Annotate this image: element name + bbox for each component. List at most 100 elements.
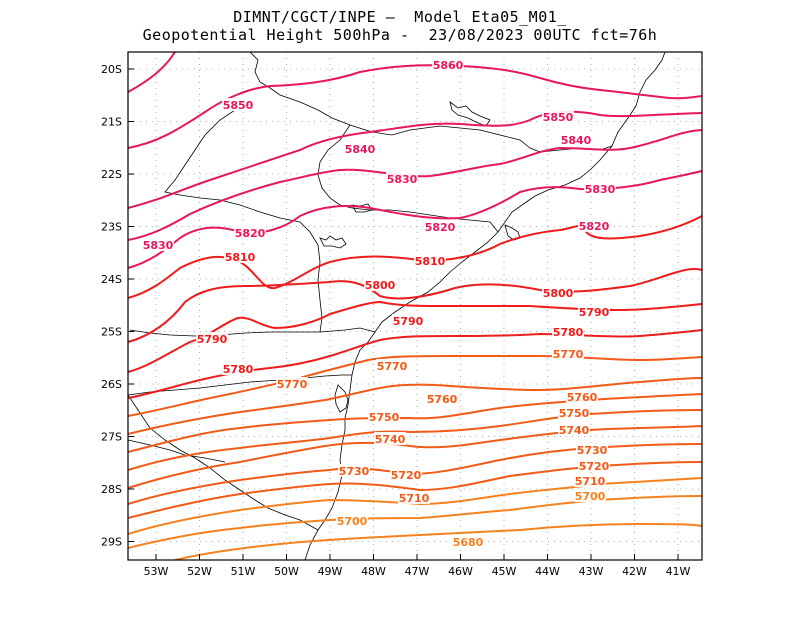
contour-label-5840: 5840 — [561, 134, 592, 147]
lon-tick-label: 48W — [361, 565, 386, 578]
contour-label-bg — [552, 347, 584, 360]
contour-label-5700: 5700 — [337, 515, 368, 528]
contour-label-bg — [424, 220, 456, 233]
contour-5750 — [127, 393, 703, 453]
contour-label-bg — [574, 489, 606, 502]
contour-label-5850: 5850 — [543, 111, 574, 124]
contour-lines — [127, 51, 703, 561]
contour-label-5700: 5700 — [575, 490, 606, 503]
lat-tick-label: 26S — [101, 378, 122, 391]
contour-label-bg — [576, 443, 608, 456]
contour-5860 — [127, 51, 176, 93]
contour-5840 — [127, 110, 703, 209]
contour-label-5780: 5780 — [223, 363, 254, 376]
contour-label-5780: 5780 — [553, 326, 584, 339]
contour-label-bg — [374, 432, 406, 445]
contour-label-5710: 5710 — [399, 492, 430, 505]
contour-label-5710: 5710 — [575, 475, 606, 488]
country-border-argentina — [127, 439, 226, 463]
lat-tick-label: 24S — [101, 273, 122, 286]
contour-label-5750: 5750 — [559, 407, 590, 420]
lon-tick-label: 41W — [666, 565, 691, 578]
country-border-paraguay — [127, 394, 319, 531]
contour-label-bg — [276, 377, 308, 390]
axis-ticks: 20S 21S 22S 23S 24S 25S 26S 27S 28S 29S 53W 52W 51W 5… — [101, 63, 691, 578]
lon-tick-label: 43W — [579, 565, 604, 578]
contour-label-5750: 5750 — [369, 411, 400, 424]
contour-label-5740: 5740 — [559, 424, 590, 437]
contour-label-5830: 5830 — [387, 173, 418, 186]
contour-label-bg — [560, 133, 592, 146]
contour-label-bg — [426, 392, 458, 405]
state-border-sao-paulo — [164, 109, 323, 333]
reservoir-1 — [449, 101, 491, 127]
contour-label-bg — [376, 359, 408, 372]
atlantic-coastline — [304, 51, 666, 561]
contour-label-5850: 5850 — [223, 99, 254, 112]
contour-label-bg — [390, 468, 422, 481]
contour-label-5790: 5790 — [579, 306, 610, 319]
lat-tick-label: 23S — [101, 221, 122, 234]
contour-5760 — [127, 377, 703, 435]
lon-tick-label: 44W — [535, 565, 560, 578]
contour-label-bg — [558, 406, 590, 419]
lon-tick-label: 46W — [448, 565, 473, 578]
contour-label-5830: 5830 — [143, 239, 174, 252]
contour-label-5820: 5820 — [579, 220, 610, 233]
map-frame — [127, 51, 703, 561]
contour-label-bg — [234, 226, 266, 239]
contour-label-5760: 5760 — [427, 393, 458, 406]
contour-label-5830: 5830 — [585, 183, 616, 196]
contour-label-bg — [574, 474, 606, 487]
contour-label-bg — [578, 219, 610, 232]
contour-5730 — [127, 425, 703, 489]
contour-label-bg — [452, 535, 484, 548]
contour-label-5760: 5760 — [567, 391, 598, 404]
lat-tick-label: 20S — [101, 63, 122, 76]
contour-label-5720: 5720 — [391, 469, 422, 482]
contour-label-5810: 5810 — [415, 255, 446, 268]
contour-label-bg — [584, 182, 616, 195]
contour-label-bg — [578, 305, 610, 318]
lat-tick-label: 21S — [101, 116, 122, 129]
contour-label-bg — [398, 491, 430, 504]
contour-label-5740: 5740 — [375, 433, 406, 446]
contour-label-5770: 5770 — [277, 378, 308, 391]
contour-label-5820: 5820 — [235, 227, 266, 240]
contour-5700 — [127, 477, 703, 535]
contour-5770 — [127, 354, 703, 417]
contour-label-bg — [414, 254, 446, 267]
contour-label-bg — [542, 110, 574, 123]
contour-label-5790: 5790 — [393, 315, 424, 328]
contour-label-bg — [336, 514, 368, 527]
contour-label-bg — [224, 250, 256, 263]
contour-5830 — [127, 129, 703, 241]
lagoon-patos — [334, 384, 349, 413]
contour-label-bg — [368, 410, 400, 423]
lon-tick-label: 49W — [318, 565, 343, 578]
lat-lon-grid — [128, 52, 702, 560]
contour-label-5840: 5840 — [345, 143, 376, 156]
lat-tick-label: 28S — [101, 483, 122, 496]
lat-tick-label: 22S — [101, 168, 122, 181]
contour-5740 — [127, 409, 703, 471]
contour-label-5730: 5730 — [577, 444, 608, 457]
state-border-north — [249, 51, 613, 153]
contour-label-bg — [338, 464, 370, 477]
contour-label-bg — [552, 325, 584, 338]
contour-label-5800: 5800 — [365, 279, 396, 292]
contour-label-5790: 5790 — [197, 333, 228, 346]
contour-label-5770: 5770 — [553, 348, 584, 361]
contour-label-bg — [566, 390, 598, 403]
contour-5820 — [127, 170, 703, 269]
contour-label-5680: 5680 — [453, 536, 484, 549]
contour-label-bg — [542, 286, 574, 299]
contour-labels: 5860 5850 5850 5840 5840 5830 5830 5830 5820 5820… — [142, 58, 616, 549]
lon-tick-label: 42W — [622, 565, 647, 578]
contour-label-5800: 5800 — [543, 287, 574, 300]
state-border-santa-catarina — [127, 374, 352, 396]
lon-tick-label: 47W — [405, 565, 430, 578]
lat-tick-label: 29S — [101, 536, 122, 549]
contour-label-5810: 5810 — [225, 251, 256, 264]
reservoir-2 — [319, 235, 347, 249]
